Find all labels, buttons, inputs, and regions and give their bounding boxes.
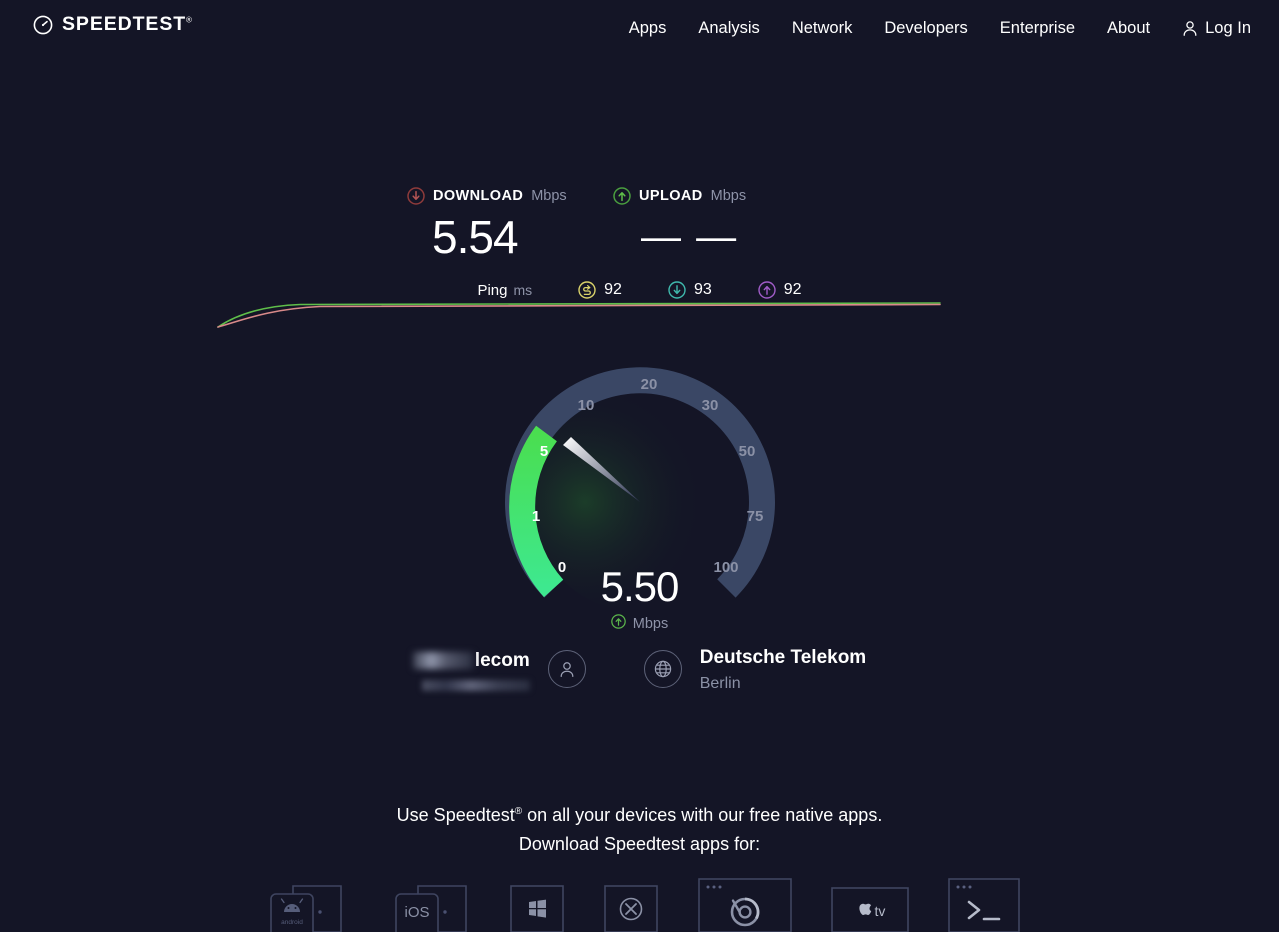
svg-text:tv: tv <box>874 903 885 919</box>
upload-label: UPLOAD <box>639 188 703 204</box>
latency-line-download <box>217 302 941 328</box>
latency-line-upload <box>217 303 941 328</box>
connection-info: lecom <box>0 645 1279 693</box>
promo-line2: Download Speedtest apps for: <box>518 834 761 854</box>
speed-gauge: 0 1 5 10 20 30 50 75 100 5.50 Mbps <box>0 332 1279 632</box>
isp-name-redacted <box>412 651 473 669</box>
nav-analysis[interactable]: Analysis <box>698 19 760 37</box>
download-arrow-icon <box>407 187 425 205</box>
gauge-tick-50: 50 <box>738 443 755 460</box>
gauge-tick-100: 100 <box>713 559 738 576</box>
upload-result: UPLOAD Mbps — — <box>613 185 843 265</box>
chrome-icon <box>697 878 792 932</box>
upload-arrow-icon <box>610 614 626 634</box>
nav-apps[interactable]: Apps <box>628 19 667 37</box>
gauge-tick-20: 20 <box>640 376 657 393</box>
gauge-tick-0: 0 <box>557 559 565 576</box>
android-icon: android <box>269 885 342 932</box>
idle-latency-value: 92 <box>604 281 622 298</box>
promo-line1-pre: Use Speedtest <box>396 805 515 825</box>
main-nav: Apps Analysis Network Developers Enterpr… <box>613 14 1255 42</box>
gauge-tick-5: 5 <box>539 443 547 460</box>
upload-latency-stat: 92 <box>758 281 802 299</box>
gauge-tick-75: 75 <box>746 508 763 525</box>
latency-exchange-icon <box>578 281 596 299</box>
apps-promo: Use Speedtest® on all your devices with … <box>0 798 1279 858</box>
upload-arrow-icon <box>613 187 631 205</box>
gauge-progress <box>508 425 563 598</box>
gauge-value: 5.50 <box>600 563 680 610</box>
site-header: SPEEDTEST® Apps Analysis Network Develop… <box>0 0 1279 56</box>
upload-value: — — <box>641 215 739 259</box>
logo-text: SPEEDTEST <box>62 13 187 36</box>
appletv-icon: tv <box>830 887 909 932</box>
download-value: 5.54 <box>432 211 519 263</box>
ping-label: Ping <box>477 281 508 299</box>
gauge-tick-1: 1 <box>531 508 539 525</box>
server-name: Deutsche Telekom <box>699 647 867 668</box>
app-ios[interactable]: iOS <box>382 872 474 932</box>
gauge-tick-30: 30 <box>701 397 718 414</box>
nav-developers[interactable]: Developers <box>884 19 968 37</box>
app-cli[interactable] <box>945 872 1023 932</box>
isp-block[interactable]: lecom <box>412 648 586 691</box>
terminal-icon <box>947 878 1020 932</box>
idle-latency-stat: 92 <box>578 281 622 299</box>
logo-registered-mark: ® <box>186 15 193 25</box>
download-latency-value: 93 <box>693 281 712 298</box>
svg-text:iOS: iOS <box>404 904 429 921</box>
download-result: DOWNLOAD Mbps 5.54 <box>407 185 637 265</box>
promo-line1-post: on all your devices with our free native… <box>522 805 883 825</box>
svg-text:android: android <box>281 919 303 926</box>
login-button[interactable]: Log In <box>1166 14 1255 42</box>
upload-latency-value: 92 <box>783 281 802 298</box>
isp-name-suffix: lecom <box>474 649 530 671</box>
app-mac[interactable] <box>600 874 662 932</box>
server-city: Berlin <box>699 675 741 692</box>
user-icon <box>547 650 586 688</box>
promo-registered-mark: ® <box>514 806 523 817</box>
download-latency-stat: 93 <box>668 281 712 299</box>
app-android[interactable]: android <box>257 872 349 932</box>
nav-enterprise[interactable]: Enterprise <box>999 19 1075 37</box>
latency-graph <box>0 295 1279 335</box>
app-chrome[interactable] <box>695 872 795 932</box>
gauge-unit: Mbps <box>632 616 669 632</box>
globe-icon <box>643 650 682 688</box>
ping-unit: ms <box>513 282 533 298</box>
isp-ip-redacted <box>421 679 530 691</box>
server-block[interactable]: Deutsche Telekom Berlin <box>643 645 867 693</box>
upload-arrow-icon <box>758 281 776 299</box>
apps-row: android iOS <box>0 872 1279 932</box>
download-arrow-icon <box>668 281 686 299</box>
download-unit: Mbps <box>531 188 567 204</box>
app-appletv[interactable]: tv <box>828 878 912 932</box>
upload-unit: Mbps <box>710 188 747 204</box>
mac-x-icon <box>603 885 658 932</box>
nav-about[interactable]: About <box>1107 19 1151 37</box>
nav-network[interactable]: Network <box>791 19 853 37</box>
gauge-needle <box>562 437 640 502</box>
ios-icon: iOS <box>394 885 467 932</box>
user-icon <box>1182 20 1198 37</box>
gauge-tick-10: 10 <box>577 397 594 414</box>
speedtest-logo[interactable]: SPEEDTEST® <box>33 15 193 35</box>
gauge-readout: 5.50 Mbps <box>0 564 1279 634</box>
isp-name: lecom <box>412 648 530 673</box>
app-windows[interactable] <box>507 874 567 932</box>
download-label: DOWNLOAD <box>433 188 524 204</box>
speedometer-icon <box>33 15 53 35</box>
ping-row: Ping ms 92 <box>0 281 1279 299</box>
login-label: Log In <box>1205 19 1251 37</box>
windows-icon <box>509 885 564 932</box>
